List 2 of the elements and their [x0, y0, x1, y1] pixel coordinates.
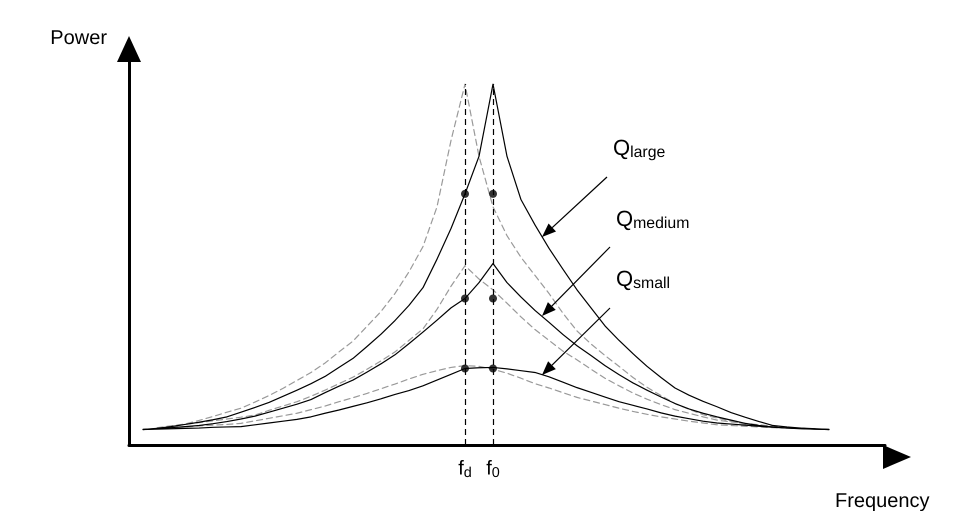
y-axis-title: Power: [50, 27, 108, 49]
x-axis-title: Frequency: [835, 490, 930, 511]
